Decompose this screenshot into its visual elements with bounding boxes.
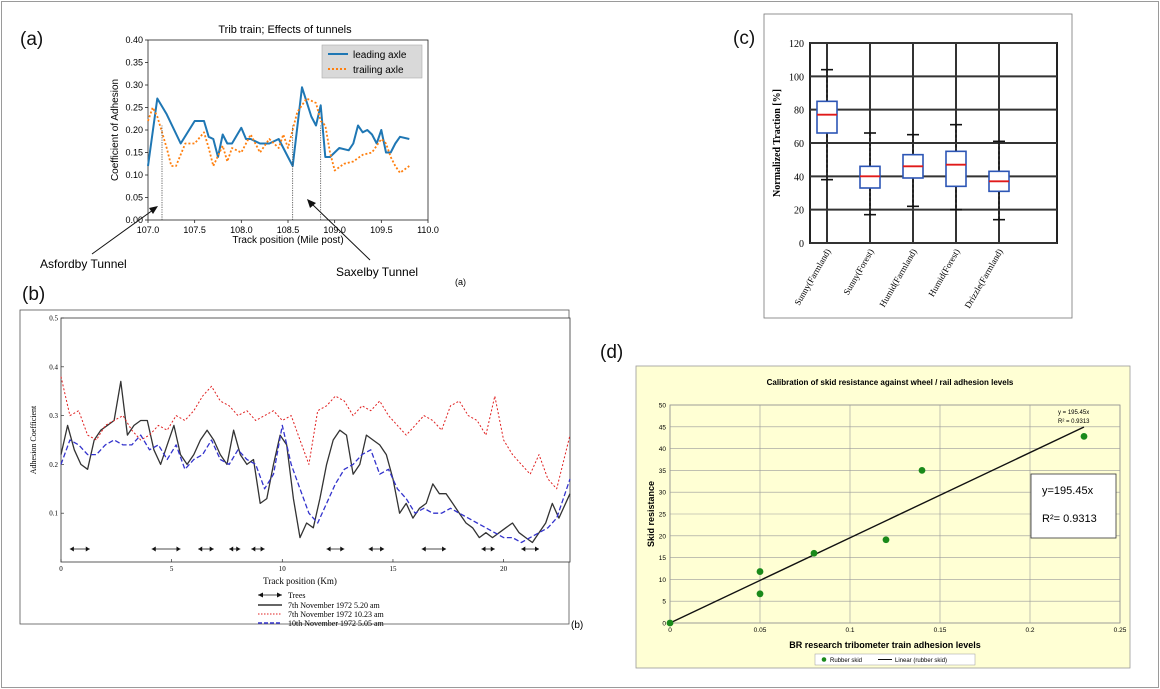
panel-c-ytick-label: 0 [799,239,804,250]
legend-marker-rubber-skid [822,657,827,662]
panel-d-point [667,620,674,627]
panel-d-xtick-label: 0.2 [1025,627,1034,634]
panel-d-ytick-label: 10 [659,577,667,584]
panel-c-ytick-label: 80 [794,106,804,117]
panel-d-point [919,467,926,474]
panel-d-xtick-label: 0 [668,627,672,634]
panel-d-legend: Rubber skid Linear (rubber skid) [815,654,975,665]
panel-b-ytick-label: 0.1 [49,510,58,518]
panel-a-ytick-label: 0.30 [125,80,143,90]
legend-label-rubber-skid: Rubber skid [830,658,862,664]
panel-b-xtick-label: 0 [59,565,63,573]
panel-a-xtick-label: 108.5 [277,225,300,235]
legend-label-trailing-axle: trailing axle [353,65,404,76]
panel-d-title: Calibration of skid resistance against w… [767,378,1014,387]
panel-d-ytick-label: 40 [659,446,667,453]
panel-c-ytick-label: 60 [794,139,804,150]
panel-d-equation: y=195.45x [1042,485,1094,497]
panel-d-xtick-label: 0.15 [934,627,947,634]
panel-b-ytick-label: 0.5 [49,315,58,323]
panel-d-ytick-label: 30 [659,490,667,497]
panel-a-ytick-label: 0.40 [125,35,143,45]
panel-c-box [817,101,837,133]
panel-b-xlabel: Track position (Km) [263,576,337,586]
panel-c-ytick-label: 100 [789,72,804,83]
panel-b-plot-area [61,318,570,562]
panel-a-xtick-label: 109.5 [370,225,393,235]
panel-b-ytick-label: 0.3 [49,412,58,420]
panel-a-xtick-label: 107.0 [137,225,160,235]
panel-d-xlabel: BR research tribometer train adhesion le… [789,640,981,650]
panel-a-xtick-label: 110.0 [417,225,439,235]
panel-a-ytick-label: 0.15 [125,148,143,158]
panel-a-ytick-label: 0.05 [125,193,143,203]
panel-b-xtick-label: 5 [170,565,174,573]
panel-b-ylabel: Adhesion Coefficient [29,405,38,474]
panel-d-r2-small: R² = 0.9313 [1058,419,1090,425]
panel-b-xtick-label: 10 [279,565,287,573]
panel-d-eq-small: y = 195.45x [1058,410,1089,416]
panel-c-box [946,151,966,186]
panel-b-letter: (b) [22,284,45,305]
panel-b-caption: (b) [571,620,583,631]
panel-a-title: Trib train; Effects of tunnels [218,24,352,36]
panel-d-point [883,536,890,543]
panel-c-ytick-label: 120 [789,39,804,50]
legend-trees-arrow-left [258,593,263,598]
panel-d-ytick-label: 50 [659,403,667,410]
panel-d-ytick-label: 0 [662,621,666,628]
panel-d-xtick-label: 0.05 [754,627,767,634]
panel-a: (a) Trib train; Effects of tunnels 107.0… [20,24,466,287]
panel-d-ytick-label: 5 [662,599,666,606]
legend-trees-arrow-right [277,593,282,598]
legend-label-nov10-505: 10th November 1972 5.05 am [288,619,385,628]
legend-label-nov7-1023: 7th November 1972 10.23 am [288,610,385,619]
panel-d-ytick-label: 35 [659,468,667,475]
panel-a-legend: leading axle trailing axle [322,45,422,78]
panel-d-point [1081,433,1088,440]
panel-c-ytick-label: 40 [794,172,804,183]
saxelby-tunnel-label: Saxelby Tunnel [336,265,418,279]
panel-a-caption: (a) [455,277,466,287]
panel-d-xtick-label: 0.1 [845,627,854,634]
legend-trees-label: Trees [288,591,305,600]
panel-b-ytick-label: 0.4 [49,363,58,371]
panel-a-ytick-label: 0.20 [125,125,143,135]
panel-a-xtick-label: 107.5 [183,225,206,235]
legend-label-nov7-520: 7th November 1972 5.20 am [288,601,381,610]
panel-b-legend: Trees 7th November 1972 5.20 am 7th Nove… [258,591,385,628]
panel-a-ytick-label: 0.10 [125,170,143,180]
panel-d-point [811,550,818,557]
panel-a-ytick-label: 0.25 [125,103,143,113]
panel-d-letter: (d) [600,342,623,363]
panel-c-letter: (c) [733,28,755,49]
panel-a-xtick-label: 108.0 [230,225,253,235]
panel-a-xlabel: Track position (Mile post) [232,235,343,246]
panel-a-letter: (a) [20,29,43,50]
panel-a-ylabel: Coefficient of Adhesion [110,79,121,181]
panel-d-ytick-label: 25 [659,512,667,519]
panel-d-equation-box [1031,474,1116,538]
legend-label-leading-axle: leading axle [353,50,407,61]
panel-d-ytick-label: 20 [659,533,667,540]
asfordby-tunnel-label: Asfordby Tunnel [40,257,127,271]
panel-c-ytick-label: 20 [794,206,804,217]
panel-d-xtick-label: 0.25 [1114,627,1127,634]
panel-d-r-squared: R²= 0.9313 [1042,513,1097,525]
panel-d-point [757,568,764,575]
panel-d-ytick-label: 45 [659,424,667,431]
panel-d-point [757,590,764,597]
legend-label-linear: Linear (rubber skid) [895,658,947,664]
panel-b-xtick-label: 15 [389,565,397,573]
panel-d: (d) Calibration of skid resistance again… [600,342,1130,668]
panel-d-ytick-label: 15 [659,555,667,562]
panel-c: (c) 020406080100120 Sunny(Farmland) Sunny… [733,14,1072,318]
panel-b: (b) 0 5 10 15 20 0.1 0.2 0.3 0.4 0.5 Track positi… [20,284,583,631]
panel-b-ytick-label: 0.2 [49,461,58,469]
panel-a-ytick-label: 0.35 [125,58,143,68]
panel-c-ylabel: Normalized Traction [%] [772,89,783,197]
panel-b-xtick-label: 20 [500,565,508,573]
panel-d-ylabel: Skid resistance [646,481,656,547]
